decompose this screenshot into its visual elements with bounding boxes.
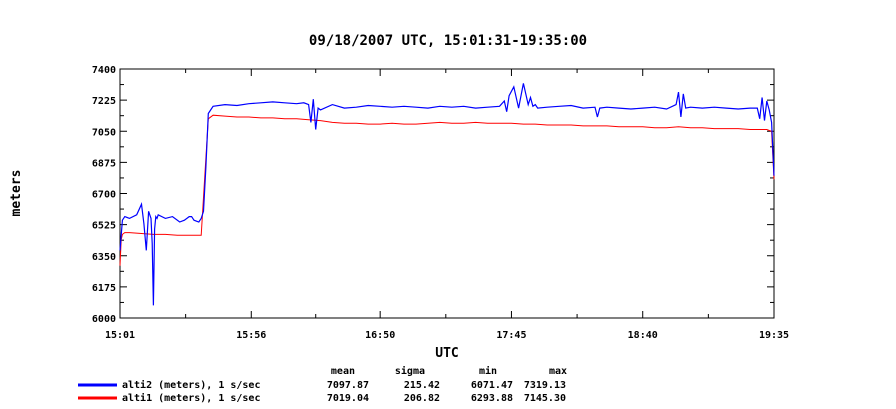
stat-value: 7097.87 — [327, 380, 369, 391]
stat-value: 6071.47 — [471, 380, 513, 391]
stat-value: 6293.88 — [471, 393, 513, 404]
stat-value: 7145.30 — [524, 393, 566, 404]
series-lines — [119, 83, 775, 306]
legend-label: alti2 (meters), 1 s/sec — [122, 379, 260, 391]
y-tick-label: 6000 — [92, 314, 116, 325]
stat-value: 215.42 — [404, 380, 440, 391]
stat-value: 206.82 — [404, 393, 440, 404]
axis-ticks: 6000 6175 6350 6525 6700 6875 7050 7225 7400 15:0… — [92, 65, 789, 341]
y-tick-label: 6875 — [92, 158, 116, 169]
y-tick-label: 6525 — [92, 221, 116, 232]
stat-header: min — [479, 365, 497, 377]
stat-value: 7319.13 — [524, 380, 566, 391]
series-line — [119, 114, 775, 266]
x-tick-label: 15:56 — [236, 330, 266, 341]
stat-header: max — [549, 366, 567, 377]
stat-header: mean — [331, 366, 355, 377]
y-tick-label: 7400 — [92, 65, 116, 76]
y-axis-label: meters — [9, 170, 24, 217]
x-axis-label: UTC — [435, 346, 458, 361]
y-tick-label: 6350 — [92, 252, 116, 263]
stat-value: 7019.04 — [327, 393, 369, 404]
stat-header: sigma — [395, 365, 425, 377]
x-tick-label: 15:01 — [105, 330, 135, 341]
legend: mean sigma min max alti2 (meters), 1 s/sec 70… — [78, 365, 567, 404]
chart-title: 09/18/2007 UTC, 15:01:31-19:35:00 — [309, 33, 587, 49]
series-line — [119, 83, 775, 306]
y-tick-label: 6700 — [92, 190, 116, 201]
y-tick-label: 6175 — [92, 283, 116, 294]
x-tick-label: 19:35 — [759, 330, 789, 341]
y-tick-label: 7225 — [92, 96, 116, 107]
y-tick-label: 7050 — [92, 127, 116, 138]
x-tick-label: 16:50 — [365, 330, 395, 341]
legend-label: alti1 (meters), 1 s/sec — [122, 392, 260, 404]
x-tick-label: 17:45 — [496, 330, 526, 341]
x-tick-label: 18:40 — [628, 330, 658, 341]
